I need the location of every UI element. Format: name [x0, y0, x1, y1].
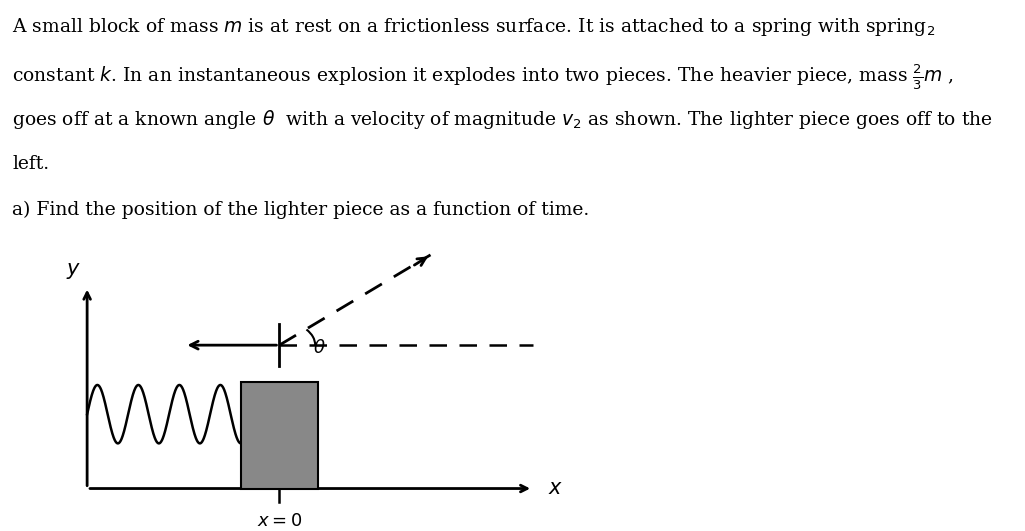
Text: left.: left.: [12, 155, 49, 173]
Text: constant $k$. In an instantaneous explosion it explodes into two pieces. The hea: constant $k$. In an instantaneous explos…: [12, 62, 954, 91]
Text: a) Find the position of the lighter piece as a function of time.: a) Find the position of the lighter piec…: [12, 201, 589, 219]
Text: A small block of mass $m$ is at rest on a frictionless surface. It is attached t: A small block of mass $m$ is at rest on …: [12, 16, 936, 38]
Text: goes off at a known angle $\theta$  with a velocity of magnitude $v_2$ as shown.: goes off at a known angle $\theta$ with …: [12, 108, 993, 131]
Bar: [241, 382, 318, 489]
Text: $x = 0$: $x = 0$: [256, 512, 302, 530]
Text: $\theta$: $\theta$: [313, 339, 325, 357]
Text: $y$: $y$: [67, 261, 81, 281]
Text: $x$: $x$: [548, 479, 564, 498]
